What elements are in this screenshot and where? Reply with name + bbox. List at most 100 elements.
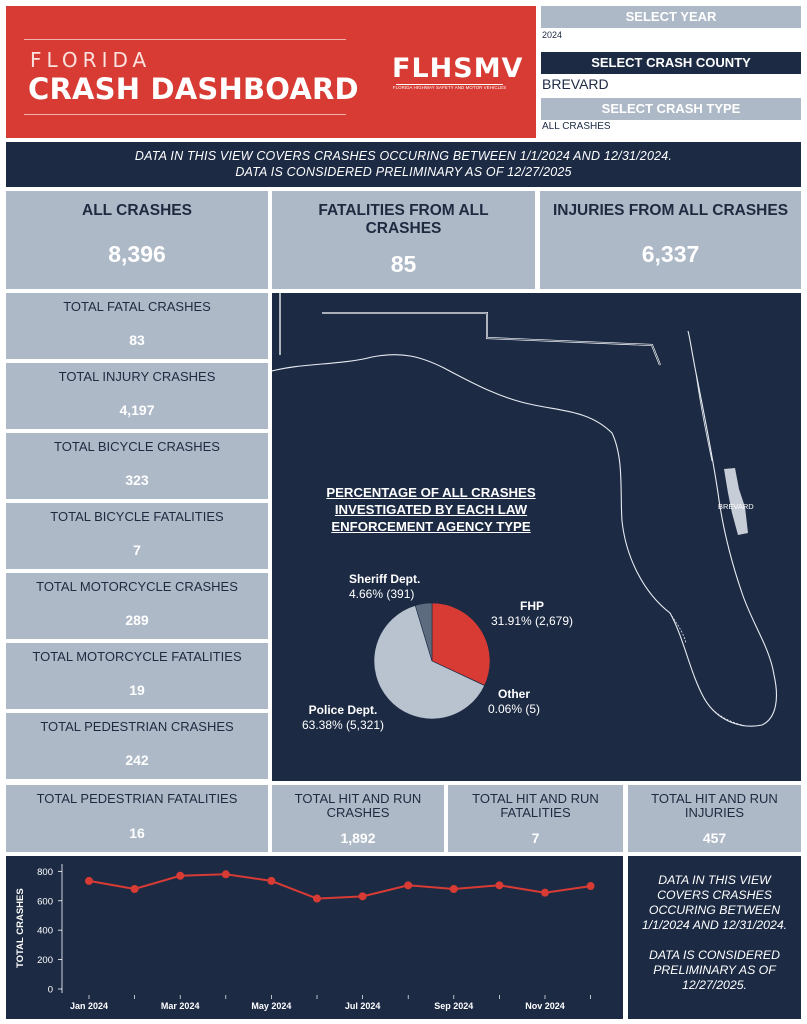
kpi-value: 8,396	[108, 241, 166, 267]
pie-label-value: 0.06% (5)	[487, 702, 541, 716]
kpi-label: FATALITIES FROM ALL CRASHES	[318, 202, 489, 237]
pie-label-name: Sheriff Dept.	[349, 572, 421, 586]
data-note-panel: DATA IN THIS VIEW COVERS CRASHES OCCURIN…	[628, 856, 801, 1019]
data-point-oct-2024[interactable]	[495, 881, 504, 890]
florida-coastline	[272, 330, 777, 727]
data-point-dec-2024[interactable]	[586, 882, 595, 891]
crash-type-select[interactable]: ALL CRASHES	[541, 120, 801, 138]
data-point-sep-2024[interactable]	[449, 885, 458, 893]
banner-line-1: DATA IN THIS VIEW COVERS CRASHES OCCURIN…	[134, 149, 673, 163]
header-rule-bottom	[24, 114, 346, 115]
pie-chart-title: PERCENTAGE OF ALL CRASHES INVESTIGATED B…	[326, 485, 536, 534]
stat-value: 83	[129, 332, 145, 348]
stat-injury-crashes: TOTAL INJURY CRASHES 4,197	[6, 363, 268, 429]
stat-label: TOTAL PEDESTRIAN CRASHES	[40, 719, 234, 734]
page-title: CRASH DASHBOARD	[28, 72, 359, 106]
stat-label: TOTAL HIT AND RUN FATALITIES	[472, 791, 599, 820]
stat-label: TOTAL MOTORCYCLE CRASHES	[36, 579, 238, 594]
chart-y-axis-label: TOTAL CRASHES	[15, 888, 26, 968]
stat-label: TOTAL BICYCLE CRASHES	[54, 439, 220, 454]
kpi-label: ALL CRASHES	[82, 202, 192, 219]
data-point-feb-2024[interactable]	[130, 885, 139, 893]
y-tick-label: 200	[37, 955, 53, 966]
data-point-jan-2024[interactable]	[85, 876, 93, 885]
county-select[interactable]: BREVARD	[541, 74, 801, 96]
note-coverage-text: DATA IN THIS VIEW COVERS CRASHES OCCURIN…	[641, 873, 788, 932]
stat-motorcycle-fatalities: TOTAL MOTORCYCLE FATALITIES 19	[6, 643, 268, 709]
chart-axes: 0 200 400 600 800 Jan 2024 Mar 2024 May 2024 Jul…	[37, 864, 591, 1011]
state-border-inner	[279, 293, 661, 366]
stat-label: TOTAL BICYCLE FATALITIES	[50, 509, 224, 524]
header-rule-top	[24, 39, 346, 40]
agency-pie-chart	[373, 602, 491, 720]
pie-slice-sheriff-dept[interactable]	[414, 602, 433, 662]
stat-value: 289	[125, 612, 149, 628]
pie-label-value: 63.38% (5,321)	[301, 718, 385, 732]
stat-bicycle-crashes: TOTAL BICYCLE CRASHES 323	[6, 433, 268, 499]
x-tick-label: Sep 2024	[434, 1001, 473, 1011]
stat-value: 1,892	[340, 830, 376, 846]
stat-value: 323	[125, 472, 149, 488]
kpi-all-crashes: ALL CRASHES 8,396	[6, 191, 268, 289]
x-tick-label: May 2024	[251, 1001, 291, 1011]
data-point-may-2024[interactable]	[267, 876, 276, 885]
data-point-aug-2024[interactable]	[404, 881, 413, 890]
stat-value: 242	[125, 752, 149, 768]
stat-hit-run-fatalities: TOTAL HIT AND RUN FATALITIES 7	[448, 785, 623, 852]
florida-map-panel[interactable]: BREVARD PERCENTAGE OF ALL CRASHES INVEST…	[272, 293, 801, 781]
monthly-crashes-chart-panel: TOTAL CRASHES 0 200 400 600 800 Jan 2024 Mar 2…	[6, 856, 623, 1019]
brevard-county-shape[interactable]	[724, 468, 748, 535]
pie-slice-police-dept[interactable]	[373, 605, 485, 720]
stat-value: 16	[129, 825, 145, 841]
pie-label-sheriff: Sheriff Dept. 4.66% (391)	[349, 572, 420, 602]
x-tick-label: Mar 2024	[161, 1001, 200, 1011]
logo-text: FLHSMV	[392, 53, 524, 84]
stat-bicycle-fatalities: TOTAL BICYCLE FATALITIES 7	[6, 503, 268, 569]
year-filter-label: SELECT YEAR	[541, 6, 801, 28]
data-point-mar-2024[interactable]	[176, 871, 185, 880]
data-point-nov-2024[interactable]	[541, 888, 549, 897]
chart-series	[85, 870, 595, 903]
crash-type-filter-label: SELECT CRASH TYPE	[541, 98, 801, 120]
stat-pedestrian-crashes: TOTAL PEDESTRIAN CRASHES 242	[6, 713, 268, 779]
stat-value: 19	[129, 682, 145, 698]
y-tick-label: 0	[48, 985, 53, 996]
pie-label-other: Other 0.06% (5)	[484, 687, 544, 717]
coast-detail-southwest	[669, 612, 743, 726]
pie-label-fhp: FHP 31.91% (2,679)	[482, 599, 582, 629]
kpi-value: 85	[390, 251, 417, 277]
flhsmv-logo: FLHSMV FLORIDA HIGHWAY SAFETY AND MOTOR …	[392, 53, 524, 91]
pie-label-police: Police Dept. 63.38% (5,321)	[298, 703, 388, 733]
pie-label-value: 31.91% (2,679)	[490, 614, 574, 628]
stat-hit-run-crashes: TOTAL HIT AND RUN CRASHES 1,892	[272, 785, 444, 852]
data-point-jun-2024[interactable]	[313, 894, 321, 903]
y-tick-label: 400	[37, 926, 53, 937]
monthly-crashes-line-chart[interactable]: TOTAL CRASHES 0 200 400 600 800 Jan 2024 Mar 2…	[6, 856, 623, 1019]
series-line	[88, 873, 591, 900]
brevard-county-label: BREVARD	[718, 502, 754, 511]
header-state: FLORIDA	[30, 48, 152, 72]
x-tick-label: Nov 2024	[525, 1001, 565, 1011]
pie-slice-fhp[interactable]	[431, 602, 491, 686]
stat-label: TOTAL FATAL CRASHES	[63, 299, 211, 314]
stat-hit-run-injuries: TOTAL HIT AND RUN INJURIES 457	[628, 785, 801, 852]
stat-value: 457	[702, 830, 727, 846]
stat-motorcycle-crashes: TOTAL MOTORCYCLE CRASHES 289	[6, 573, 268, 639]
stat-label: TOTAL PEDESTRIAN FATALITIES	[36, 791, 238, 806]
y-tick-label: 800	[37, 867, 53, 878]
state-border-outline	[279, 293, 661, 366]
logo-subtitle: FLORIDA HIGHWAY SAFETY AND MOTOR VEHICLE…	[392, 85, 507, 90]
dashboard-header: FLORIDA CRASH DASHBOARD FLHSMV FLORIDA H…	[6, 6, 536, 138]
florida-map: BREVARD	[272, 293, 777, 727]
stat-fatal-crashes: TOTAL FATAL CRASHES 83	[6, 293, 268, 359]
year-select[interactable]: 2024	[541, 28, 801, 48]
coast-detail-east	[695, 372, 713, 462]
stat-value: 7	[531, 830, 540, 846]
county-filter-label: SELECT CRASH COUNTY	[541, 52, 801, 74]
stat-label: TOTAL HIT AND RUN INJURIES	[651, 791, 778, 820]
stat-label: TOTAL MOTORCYCLE FATALITIES	[32, 649, 242, 664]
kpi-value: 6,337	[641, 241, 700, 267]
data-point-jul-2024[interactable]	[358, 892, 367, 901]
kpi-label: INJURIES FROM ALL CRASHES	[552, 202, 789, 219]
data-point-apr-2024[interactable]	[221, 870, 230, 879]
